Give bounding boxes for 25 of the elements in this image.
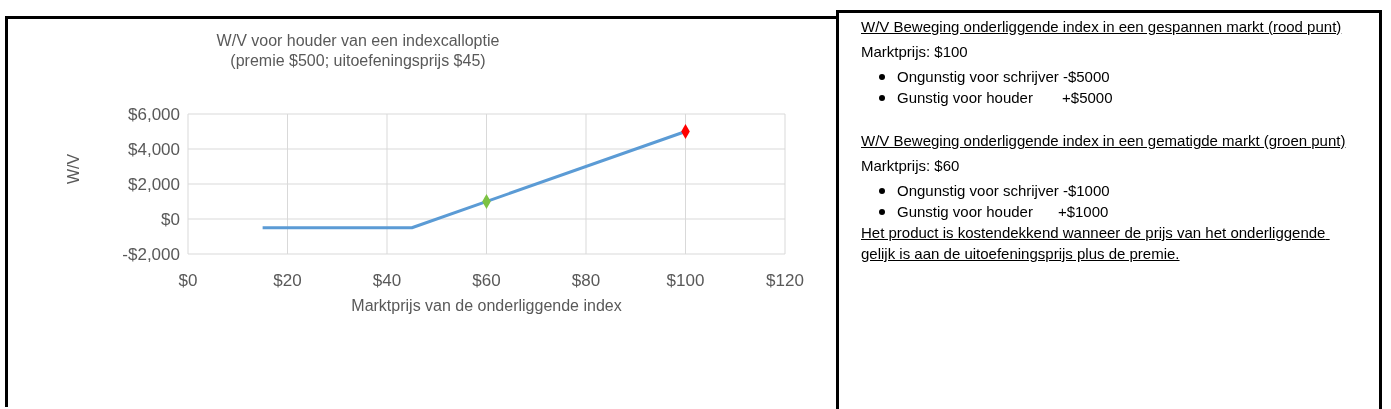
text: Ongunstig voor schrijver -$5000 [896, 67, 1111, 87]
x-tick-label: $120 [766, 271, 804, 291]
y-tick-label: $0 [161, 210, 180, 230]
text: Marktprijs: $60 [861, 156, 961, 176]
text: Gunstig voor houder +$5000 [896, 88, 1114, 108]
y-axis-title: W/V [64, 153, 82, 184]
text: W/V Beweging onderliggende index in een gematigde markt (groen punt) [861, 131, 1347, 151]
chart-title: W/V voor houder van een indexcalloptie [215, 31, 501, 51]
x-tick-label: $20 [273, 271, 302, 291]
x-tick-label: $0 [178, 271, 198, 291]
text: Gunstig voor houder +$1000 [896, 202, 1110, 222]
text: Het product is kostendekkend wanneer de prijs van het onderliggende gelijk is aan de uitoefeningsprijs plus de premie. [861, 223, 1327, 264]
x-tick-label: $100 [666, 271, 705, 291]
text: Ongunstig voor schrijver -$1000 [896, 181, 1111, 201]
x-tick-label: $60 [472, 271, 501, 291]
y-tick-label: $2,000 [128, 175, 180, 195]
text: W/V Beweging onderliggende index in een gespannen markt (rood punt) [861, 17, 1343, 37]
chart-subtitle: (premie $500; uitoefeningsprijs $45) [229, 51, 487, 71]
y-tick-label: -$2,000 [122, 245, 180, 265]
y-tick-label: $4,000 [128, 140, 180, 160]
y-tick-label: $6,000 [128, 105, 180, 125]
x-tick-label: $40 [372, 271, 402, 291]
x-tick-label: $80 [571, 271, 601, 291]
x-axis-title: Marktprijs van de onderliggende index [351, 297, 622, 314]
text: Marktprijs: $100 [861, 42, 969, 62]
